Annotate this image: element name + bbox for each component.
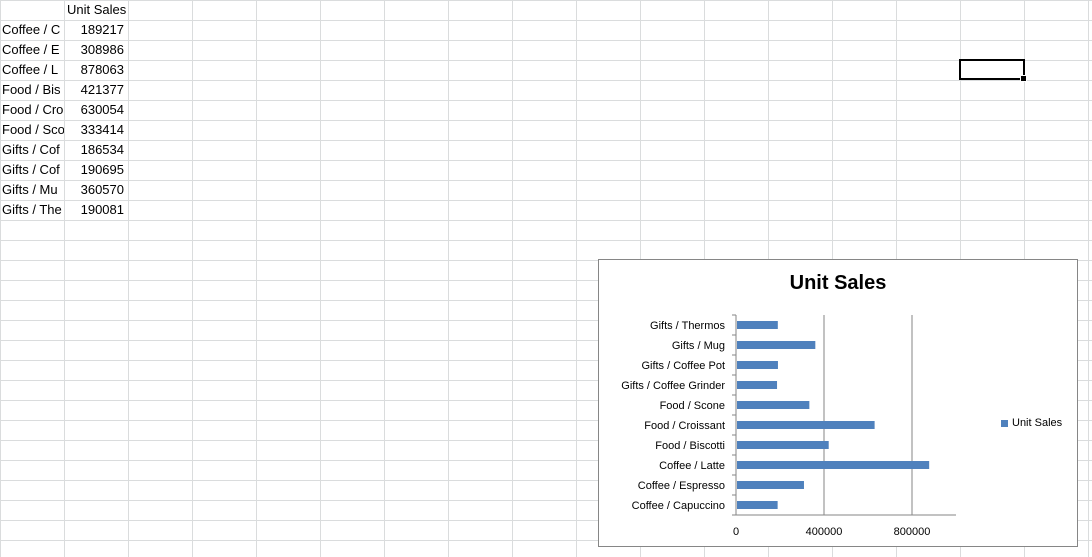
y-tick-label: Food / Scone xyxy=(660,400,725,412)
column-header-unit-sales[interactable]: Unit Sales xyxy=(67,2,127,17)
y-tick-label: Gifts / Thermos xyxy=(650,320,725,332)
row-label[interactable]: Coffee / E xyxy=(2,42,60,57)
row-label[interactable]: Food / Cro xyxy=(2,102,64,117)
row-label[interactable]: Food / Bis xyxy=(2,82,61,97)
chart-legend: Unit Sales xyxy=(1001,417,1062,429)
x-tick-label: 0 xyxy=(733,526,739,538)
legend-key-swatch xyxy=(1001,419,1008,427)
y-tick-label: Gifts / Mug xyxy=(672,340,725,352)
y-tick-label: Coffee / Latte xyxy=(659,460,725,472)
row-value[interactable]: 190081 xyxy=(80,202,124,217)
y-tick-label: Coffee / Capuccino xyxy=(632,500,725,512)
selected-cell[interactable] xyxy=(959,59,1027,82)
bar xyxy=(737,461,930,469)
chart-title: Unit Sales xyxy=(789,272,887,294)
bar xyxy=(737,501,778,509)
row-value[interactable]: 333414 xyxy=(80,122,124,137)
row-value[interactable]: 360570 xyxy=(80,182,124,197)
bar xyxy=(737,441,829,449)
row-value[interactable]: 189217 xyxy=(80,22,124,37)
x-tick-label: 800000 xyxy=(894,526,931,538)
row-label[interactable]: Coffee / C xyxy=(2,22,61,37)
bar xyxy=(737,421,875,429)
row-value[interactable]: 190695 xyxy=(80,162,124,177)
row-value[interactable]: 308986 xyxy=(80,42,124,57)
bar xyxy=(737,341,816,349)
x-tick-label: 400000 xyxy=(806,526,843,538)
y-tick-label: Gifts / Coffee Grinder xyxy=(621,380,725,392)
row-label[interactable]: Food / Sco xyxy=(2,122,64,137)
row-value[interactable]: 421377 xyxy=(80,82,124,97)
row-label[interactable]: Gifts / The xyxy=(2,202,62,217)
row-label[interactable]: Gifts / Cof xyxy=(2,162,60,177)
y-tick-label: Food / Biscotti xyxy=(655,440,725,452)
bar xyxy=(737,321,778,329)
row-value[interactable]: 878063 xyxy=(80,62,124,77)
y-tick-label: Coffee / Espresso xyxy=(638,480,725,492)
row-label[interactable]: Gifts / Cof xyxy=(2,142,60,157)
row-value[interactable]: 186534 xyxy=(80,142,124,157)
chart-plot: Coffee / Capuccino Coffee / Espresso Coffe… xyxy=(621,314,956,538)
y-tick-label: Food / Croissant xyxy=(644,420,725,432)
y-tick-label: Gifts / Coffee Pot xyxy=(641,360,725,372)
row-label[interactable]: Gifts / Mu xyxy=(2,182,58,197)
bar xyxy=(737,381,778,389)
bar xyxy=(737,361,778,369)
row-value[interactable]: 630054 xyxy=(80,102,124,117)
legend-label: Unit Sales xyxy=(1012,417,1063,429)
bar xyxy=(737,401,810,409)
bar xyxy=(737,481,804,489)
row-label[interactable]: Coffee / L xyxy=(2,62,59,77)
bar-chart[interactable]: Unit Sales Coffee / Capuccino Coffee / Es… xyxy=(598,259,1078,547)
